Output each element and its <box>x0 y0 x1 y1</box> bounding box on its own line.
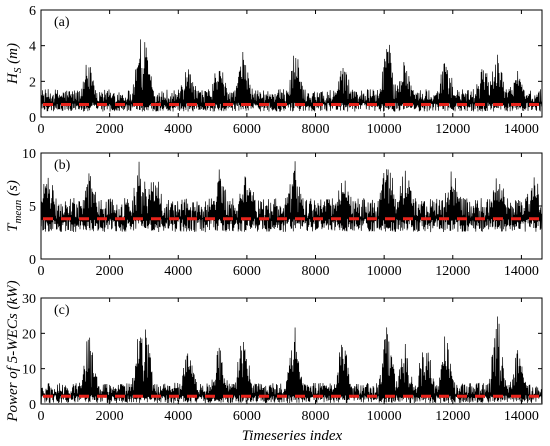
x-tick-label: 2000 <box>96 264 124 279</box>
x-tick-label: 14000 <box>504 409 539 424</box>
y-tick-label: 5 <box>29 200 36 215</box>
panel-c: 0 2000 4000 6000 8000 10000 12000 14000 0 10 20 30 (… <box>5 280 543 424</box>
x-tick-label: 4000 <box>164 409 192 424</box>
x-tick-label: 14000 <box>504 264 539 279</box>
x-tick-label: 6000 <box>233 264 261 279</box>
panels: 0 2000 4000 6000 8000 10000 12000 140000246(a)H… <box>5 4 543 424</box>
panel-tag: (b) <box>54 158 71 173</box>
series-line <box>41 316 542 404</box>
y-axis-label: Tmean (s) <box>5 180 24 232</box>
series-line <box>41 161 542 233</box>
panel-tag: (a) <box>54 15 70 30</box>
x-tick-label: 8000 <box>302 409 330 424</box>
series-line <box>41 39 542 112</box>
y-tick-label: 0 <box>29 398 36 413</box>
x-tick-label: 12000 <box>435 264 470 279</box>
y-tick-label: 30 <box>22 292 36 307</box>
y-tick-label: 10 <box>22 147 36 162</box>
x-tick-label: 4000 <box>164 122 192 137</box>
panel-b: 0 2000 4000 6000 8000 10000 12000 14000 0 5 10 (b) T… <box>5 147 543 279</box>
y-tick-label: 4 <box>29 40 36 55</box>
x-tick-label: 0 <box>38 264 45 279</box>
x-tick-label: 12000 <box>435 409 470 424</box>
panel-a: 0 2000 4000 6000 8000 10000 12000 14000 0 2 4 6 (a) H… <box>5 4 543 137</box>
x-tick-label: 4000 <box>164 264 192 279</box>
x-tick-label: 10000 <box>367 264 402 279</box>
x-axis-label: Timeseries index <box>242 428 343 444</box>
x-tick-label: 8000 <box>302 264 330 279</box>
x-tick-label: 0 <box>38 122 45 137</box>
y-axis-label: Power of 5-WECs (kW) <box>5 280 21 422</box>
y-tick-label: 6 <box>29 4 36 19</box>
x-tick-label: 2000 <box>96 122 124 137</box>
y-tick-label: 0 <box>29 253 36 268</box>
x-tick-label: 14000 <box>504 122 539 137</box>
plot-frame <box>40 9 543 118</box>
y-axis-label: HS (m) <box>5 43 24 85</box>
x-tick-label: 2000 <box>96 409 124 424</box>
x-tick-label: 12000 <box>435 122 470 137</box>
x-tick-label: 6000 <box>233 122 261 137</box>
x-tick-label: 10000 <box>367 409 402 424</box>
y-tick-label: 20 <box>22 327 36 342</box>
y-tick-label: 2 <box>29 75 36 90</box>
x-tick-label: 6000 <box>233 409 261 424</box>
x-tick-label: 0 <box>38 409 45 424</box>
x-tick-label: 10000 <box>367 122 402 137</box>
x-tick-label: 8000 <box>302 122 330 137</box>
y-tick-label: 0 <box>29 111 36 126</box>
y-tick-label: 10 <box>22 363 36 378</box>
panel-tag: (c) <box>54 303 70 318</box>
plot-frame <box>40 297 543 405</box>
